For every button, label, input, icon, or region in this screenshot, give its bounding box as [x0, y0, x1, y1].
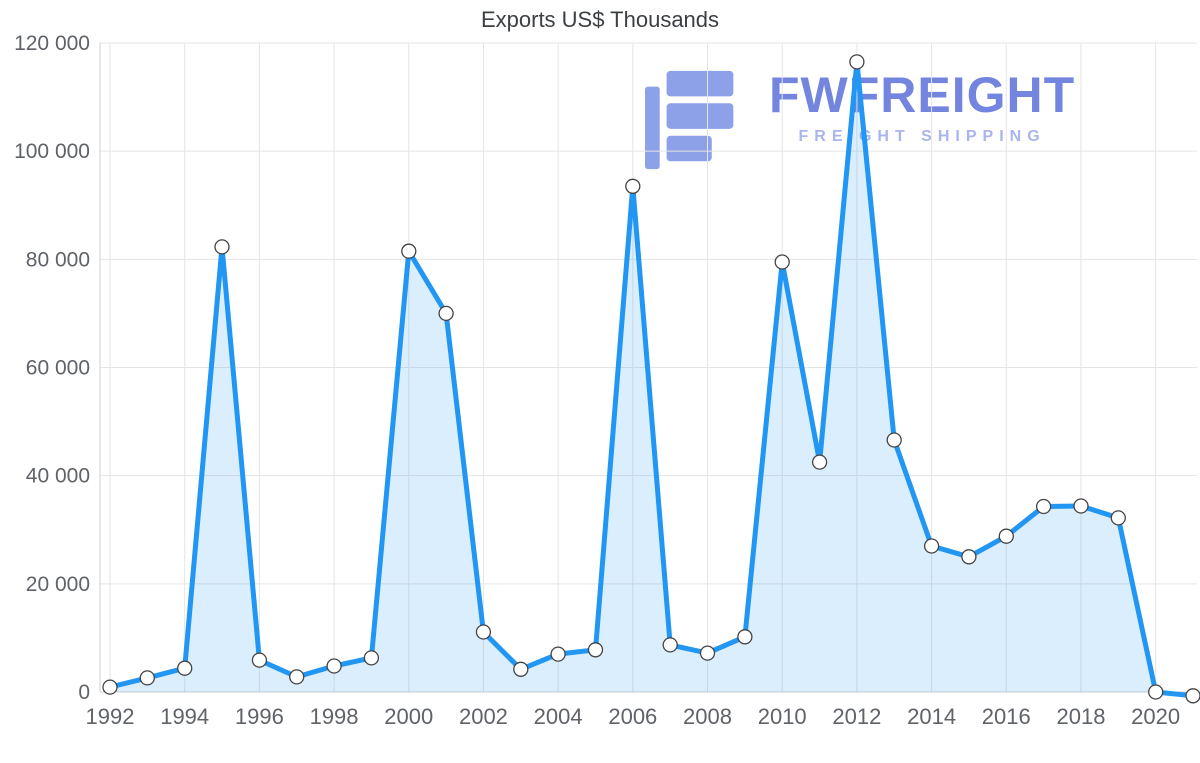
watermark-subtitle: FREIGHT SHIPPING: [798, 128, 1046, 145]
svg-text:2020: 2020: [1131, 704, 1180, 729]
svg-text:0: 0: [78, 681, 90, 704]
svg-text:60 000: 60 000: [26, 357, 90, 380]
svg-text:2016: 2016: [982, 704, 1031, 729]
svg-text:2014: 2014: [907, 704, 956, 729]
svg-text:40 000: 40 000: [26, 465, 90, 488]
svg-text:1992: 1992: [86, 704, 135, 729]
fw-logo-icon: [645, 70, 734, 170]
svg-text:1994: 1994: [160, 704, 209, 729]
watermark-text: FWFREIGHT FREIGHT SHIPPING: [769, 70, 1075, 146]
svg-text:2004: 2004: [534, 704, 583, 729]
svg-text:2006: 2006: [608, 704, 657, 729]
svg-text:2000: 2000: [384, 704, 433, 729]
svg-text:100 000: 100 000: [14, 140, 90, 163]
svg-text:1996: 1996: [235, 704, 284, 729]
svg-text:2008: 2008: [683, 704, 732, 729]
svg-text:2018: 2018: [1056, 704, 1105, 729]
svg-text:1998: 1998: [310, 704, 359, 729]
svg-text:2012: 2012: [832, 704, 881, 729]
svg-text:80 000: 80 000: [26, 248, 90, 271]
watermark: FWFREIGHT FREIGHT SHIPPING: [645, 70, 1075, 170]
svg-text:2002: 2002: [459, 704, 508, 729]
svg-text:2010: 2010: [758, 704, 807, 729]
watermark-title: FWFREIGHT: [769, 67, 1076, 123]
svg-text:120 000: 120 000: [14, 32, 90, 55]
chart-title: Exports US$ Thousands: [480, 7, 720, 32]
svg-text:20 000: 20 000: [26, 573, 90, 596]
